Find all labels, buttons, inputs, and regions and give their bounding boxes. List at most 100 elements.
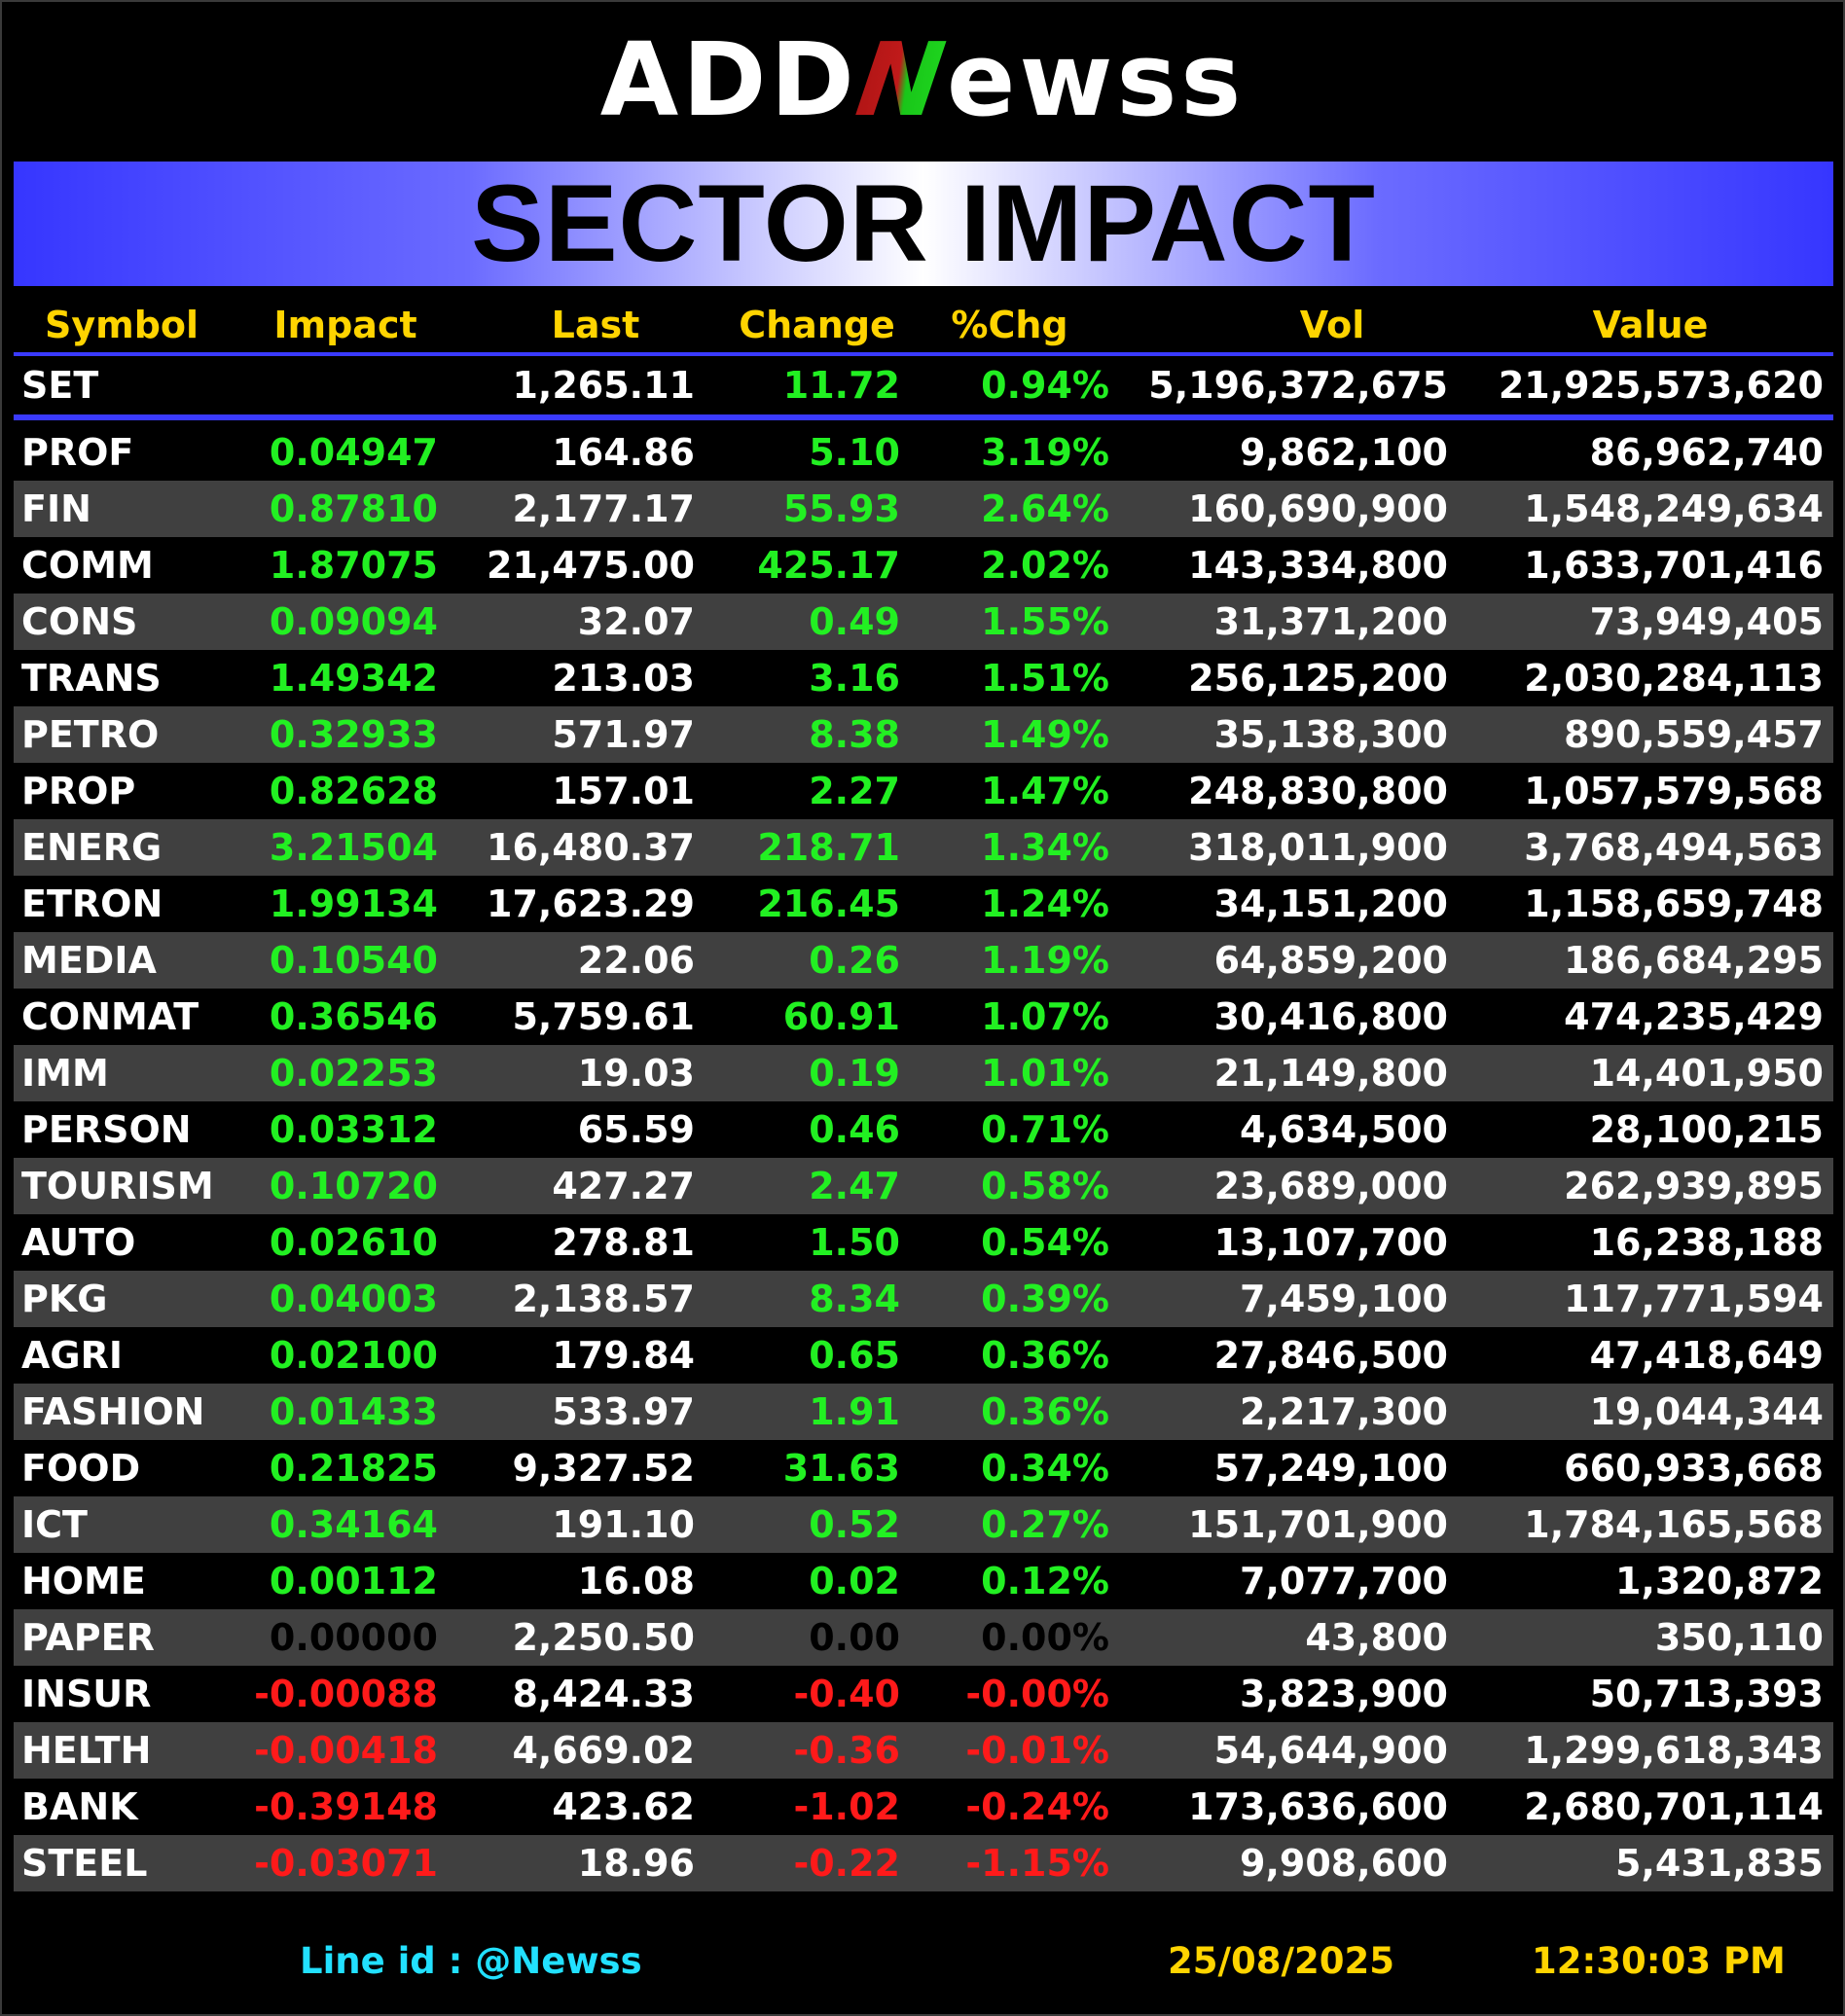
cell-impact: 0.21825 [269, 1447, 438, 1490]
cell-vol: 54,644,900 [1213, 1729, 1448, 1772]
cell-value: 86,962,740 [1589, 431, 1824, 474]
cell-vol: 256,125,200 [1188, 657, 1448, 700]
cell-change: 31.63 [782, 1447, 900, 1490]
cell-vol: 43,800 [1305, 1616, 1448, 1659]
table-row: FIN 0.87810 2,177.17 55.93 2.64% 160,690,900 1… [14, 481, 1833, 537]
cell-impact: 1.49342 [269, 657, 438, 700]
table-row: ICT 0.34164 191.10 0.52 0.27% 151,701,900 1,78… [14, 1496, 1833, 1553]
cell-symbol: PROP [21, 770, 136, 812]
cell-value: 5,431,835 [1615, 1842, 1824, 1885]
cell-vol: 13,107,700 [1213, 1221, 1448, 1264]
table-row: PROP 0.82628 157.01 2.27 1.47% 248,830,800 1,0… [14, 763, 1833, 819]
page-title: SECTOR IMPACT [471, 162, 1376, 284]
table-row: STEEL -0.03071 18.96 -0.22 -1.15% 9,908,600 5,… [14, 1835, 1833, 1891]
table-row: PKG 0.04003 2,138.57 8.34 0.39% 7,459,100 117,… [14, 1271, 1833, 1327]
cell-value: 14,401,950 [1589, 1052, 1824, 1095]
cell-symbol: PKG [21, 1278, 108, 1320]
cell-value: 19,044,344 [1589, 1390, 1824, 1433]
cell-impact: 0.02610 [269, 1221, 438, 1264]
cell-symbol: PETRO [21, 713, 160, 756]
cell-symbol: CONS [21, 600, 138, 643]
table-row: BANK -0.39148 423.62 -1.02 -0.24% 173,636,600… [14, 1779, 1833, 1835]
cell-pct-change: 1.55% [981, 600, 1109, 643]
cell-symbol: FASHION [21, 1390, 205, 1433]
cell-value: 474,235,429 [1564, 995, 1824, 1038]
cell-change: -0.40 [793, 1673, 900, 1715]
cell-last: 2,250.50 [512, 1616, 695, 1659]
cell-change: 0.46 [809, 1108, 900, 1151]
cell-change: 8.34 [809, 1278, 900, 1320]
cell-change: 218.71 [757, 826, 900, 869]
cell-pct-change: 0.27% [981, 1503, 1109, 1546]
cell-last: 22.06 [577, 939, 695, 982]
cell-impact: 0.00000 [269, 1616, 438, 1659]
cell-vol: 34,151,200 [1213, 882, 1448, 925]
cell-change: 425.17 [757, 544, 900, 587]
table-row: MEDIA 0.10540 22.06 0.26 1.19% 64,859,200 186,… [14, 932, 1833, 989]
sector-rows: PROF 0.04947 164.86 5.10 3.19% 9,862,100 86,96… [14, 424, 1833, 1891]
cell-symbol: AUTO [21, 1221, 136, 1264]
table-row: FOOD 0.21825 9,327.52 31.63 0.34% 57,249,100 6… [14, 1440, 1833, 1496]
cell-symbol: TRANS [21, 657, 162, 700]
cell-value: 890,559,457 [1564, 713, 1824, 756]
cell-value: 28,100,215 [1589, 1108, 1824, 1151]
table-row: CONMAT 0.36546 5,759.61 60.91 1.07% 30,416,80… [14, 989, 1833, 1045]
cell-change: 60.91 [782, 995, 900, 1038]
col-header-pct-change: %Chg [951, 304, 1068, 346]
cell-pct-change: 0.39% [981, 1278, 1109, 1320]
cell-vol: 173,636,600 [1188, 1785, 1448, 1828]
cell-symbol: ETRON [21, 882, 163, 925]
cell-vol: 23,689,000 [1213, 1165, 1448, 1207]
logo-part-add: ADD [599, 20, 858, 139]
cell-pct-change: 1.07% [981, 995, 1109, 1038]
cell-symbol: HELTH [21, 1729, 152, 1772]
cell-change: 1.91 [809, 1390, 900, 1433]
table-row: TRANS 1.49342 213.03 3.16 1.51% 256,125,200 2,… [14, 650, 1833, 706]
cell-symbol: PERSON [21, 1108, 192, 1151]
cell-change: -0.36 [793, 1729, 900, 1772]
cell-pct-change: 0.00% [981, 1616, 1109, 1659]
cell-value: 47,418,649 [1589, 1334, 1824, 1377]
set-index-row: SET 1,265.11 11.72 0.94% 5,196,372,675 2… [14, 356, 1833, 420]
cell-vol: 160,690,900 [1188, 487, 1448, 530]
cell-vol: 4,634,500 [1240, 1108, 1448, 1151]
cell-change: 55.93 [782, 487, 900, 530]
cell-change: 2.47 [809, 1165, 900, 1207]
cell-pct-change: 0.54% [981, 1221, 1109, 1264]
table-row: PROF 0.04947 164.86 5.10 3.19% 9,862,100 86,96… [14, 424, 1833, 481]
cell-value: 21,925,573,620 [1498, 364, 1824, 407]
col-header-symbol: Symbol [45, 304, 199, 346]
col-header-impact: Impact [273, 304, 417, 346]
cell-last: 8,424.33 [512, 1673, 695, 1715]
cell-pct-change: 1.51% [981, 657, 1109, 700]
cell-impact: 0.03312 [269, 1108, 438, 1151]
cell-impact: 1.87075 [269, 544, 438, 587]
cell-value: 1,548,249,634 [1524, 487, 1824, 530]
cell-vol: 7,459,100 [1240, 1278, 1448, 1320]
cell-pct-change: 0.36% [981, 1334, 1109, 1377]
cell-last: 4,669.02 [512, 1729, 695, 1772]
cell-vol: 2,217,300 [1240, 1390, 1448, 1433]
cell-pct-change: 2.02% [981, 544, 1109, 587]
table-row: AUTO 0.02610 278.81 1.50 0.54% 13,107,700 16,2… [14, 1214, 1833, 1271]
cell-last: 32.07 [577, 600, 695, 643]
cell-last: 65.59 [577, 1108, 695, 1151]
cell-change: 3.16 [809, 657, 900, 700]
footer-time: 12:30:03 PM [1532, 1940, 1786, 1982]
cell-symbol: PAPER [21, 1616, 155, 1659]
table-row: AGRI 0.02100 179.84 0.65 0.36% 27,846,500 47,4… [14, 1327, 1833, 1384]
cell-pct-change: -1.15% [965, 1842, 1109, 1885]
cell-impact: 0.00112 [269, 1560, 438, 1602]
sector-table: Symbol Impact Last Change %Chg Vol Value… [14, 298, 1833, 1891]
cell-impact: 0.87810 [269, 487, 438, 530]
cell-pct-change: 0.36% [981, 1390, 1109, 1433]
table-row: CONS 0.09094 32.07 0.49 1.55% 31,371,200 73,94… [14, 594, 1833, 650]
cell-pct-change: 3.19% [981, 431, 1109, 474]
cell-change: 5.10 [809, 431, 900, 474]
cell-last: 157.01 [552, 770, 695, 812]
cell-pct-change: 1.24% [981, 882, 1109, 925]
cell-symbol: IMM [21, 1052, 109, 1095]
cell-symbol: SET [21, 364, 99, 407]
cell-change: 0.49 [809, 600, 900, 643]
cell-value: 16,238,188 [1589, 1221, 1824, 1264]
